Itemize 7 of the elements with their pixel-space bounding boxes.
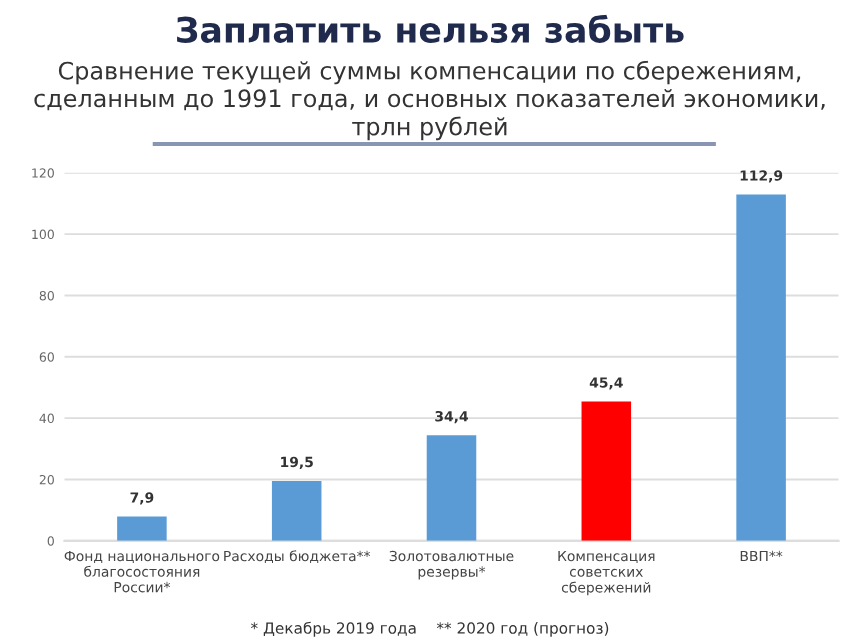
bar — [271, 481, 322, 541]
bar — [117, 516, 167, 541]
bar — [581, 401, 632, 541]
bar — [736, 194, 786, 541]
bar — [426, 435, 477, 541]
chart-title: Заплатить нельзя забыть — [177, 14, 684, 43]
chart-subtitle: Сравнение текущей суммы компенсации по сбережениям, сделанным до 1991 года, и основных показателей экономики, трлн рублей — [34, 60, 825, 141]
